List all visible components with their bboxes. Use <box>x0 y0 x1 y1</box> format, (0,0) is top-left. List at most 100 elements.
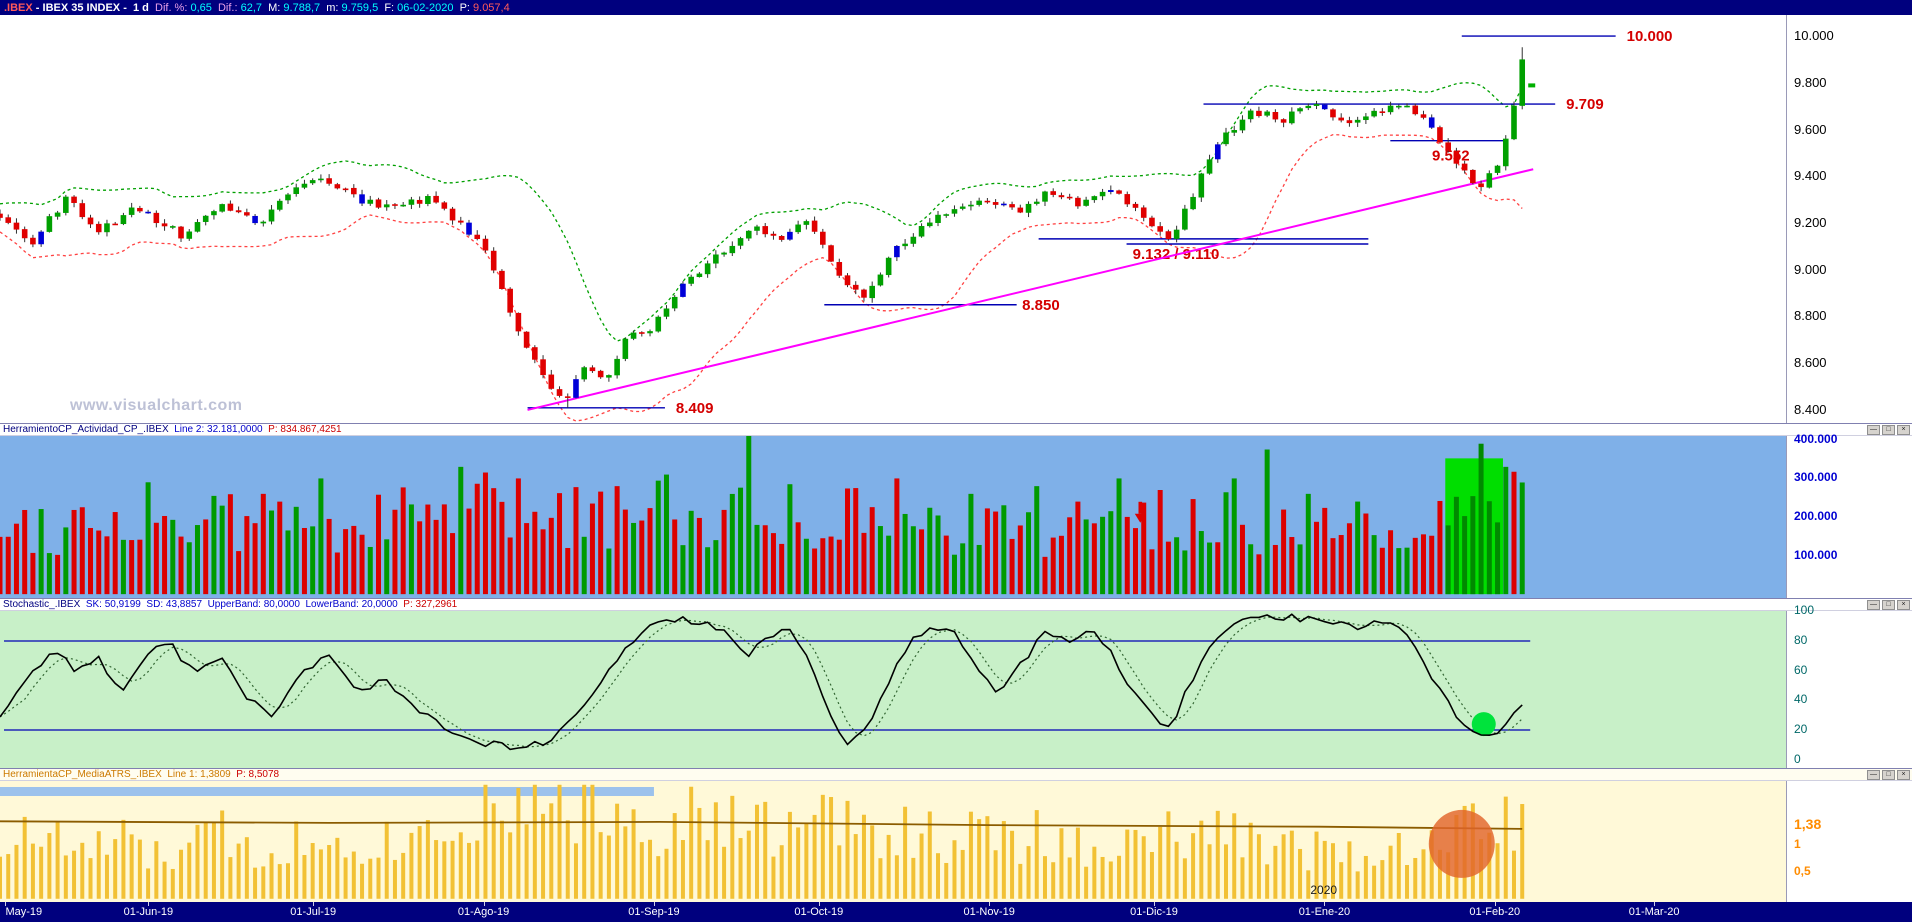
candlestick <box>1182 208 1188 230</box>
atr-bar <box>779 845 784 899</box>
volume-chart-canvas[interactable] <box>0 436 1786 598</box>
candlestick <box>811 220 818 232</box>
volume-bar <box>260 493 266 595</box>
atr-bar <box>1075 827 1080 899</box>
volume-bar <box>581 536 587 595</box>
close-button[interactable]: × <box>1897 599 1910 610</box>
atr-bar <box>861 814 866 899</box>
atr-bar <box>499 820 504 899</box>
minimize-button[interactable]: — <box>1867 424 1880 435</box>
volume-bar <box>960 543 966 595</box>
volume-bar <box>1388 530 1394 595</box>
time-axis-label: 01-Oct-19 <box>794 906 844 918</box>
volume-bar <box>194 525 200 595</box>
volume-bar <box>1355 501 1361 595</box>
volume-bar <box>326 518 332 595</box>
atr-highlight-marker[interactable] <box>1428 809 1495 878</box>
axis-stoch-label: 0 <box>1794 751 1801 766</box>
volume-bar <box>1001 505 1007 595</box>
time-axis-label: 01-Ene-20 <box>1298 906 1351 918</box>
volume-bar <box>713 540 719 595</box>
volume-bar <box>1264 449 1270 595</box>
stochastic-header-text: P: 327,2961 <box>397 599 458 610</box>
titlebar-segment: m: <box>320 1 342 14</box>
candlestick <box>1289 111 1295 124</box>
candlestick <box>30 237 36 245</box>
volume-bar <box>1091 523 1097 595</box>
volume-alert-arrow[interactable] <box>1138 501 1143 514</box>
atr-bar <box>88 858 93 899</box>
axis-volume-label: 400.000 <box>1794 431 1838 446</box>
atr-bar <box>573 843 578 899</box>
candlestick <box>1494 165 1501 173</box>
maximize-button[interactable]: □ <box>1882 424 1895 435</box>
volume-bar <box>334 552 340 595</box>
titlebar-segment: 1 d <box>129 1 155 14</box>
candlestick <box>499 270 505 289</box>
candlestick <box>556 389 563 396</box>
candlestick <box>1058 195 1065 198</box>
volume-bar <box>655 480 661 595</box>
volume-bar <box>1132 528 1138 595</box>
candlestick <box>976 200 982 205</box>
atr-bar <box>63 855 68 899</box>
axis-price-label: 9.400 <box>1794 168 1827 184</box>
atr-bar <box>878 858 883 899</box>
axis-price-label: 9.000 <box>1794 261 1827 277</box>
candlestick <box>79 203 86 218</box>
atr-bar <box>911 857 916 899</box>
candlestick <box>926 222 933 227</box>
candlestick <box>1042 191 1048 202</box>
atr-bar <box>812 814 817 899</box>
atr-highlight-bar[interactable] <box>0 787 654 796</box>
candlestick <box>885 257 892 276</box>
volume-bar <box>277 501 283 595</box>
stochastic-chart-canvas[interactable] <box>0 611 1786 768</box>
atr-chart-canvas[interactable] <box>0 781 1786 902</box>
atr-bar <box>1018 863 1023 899</box>
minimize-button[interactable]: — <box>1867 599 1880 610</box>
volume-bar <box>1379 547 1385 595</box>
candlestick <box>145 211 151 214</box>
atr-bar <box>1034 810 1039 899</box>
maximize-button[interactable]: □ <box>1882 769 1895 780</box>
minimize-button[interactable]: — <box>1867 769 1880 780</box>
volume-header-text: P: 834.867,4251 <box>262 424 342 435</box>
candlestick <box>968 204 974 207</box>
time-axis[interactable]: May-19 01-Jun-19 01-Jul-19 01-Ago-19 01-Sep-… <box>0 902 1912 922</box>
atr-average-line[interactable] <box>0 820 1523 830</box>
atr-bar <box>582 784 587 899</box>
volume-bar <box>886 535 892 595</box>
volume-bar <box>63 527 69 595</box>
atr-bar <box>1067 857 1072 899</box>
close-button[interactable]: × <box>1897 769 1910 780</box>
price-axis[interactable]: 10.000 9.800 9.600 9.400 9.200 9.000 8.800 8.60… <box>1786 15 1912 423</box>
atr-bar <box>870 825 875 899</box>
atr-bar <box>886 834 891 899</box>
candlestick <box>375 199 382 208</box>
atr-axis[interactable]: 1,38 1 0,5 <box>1786 781 1912 902</box>
volume-axis[interactable]: 400.000 300.000 200.000 100.000 <box>1786 432 1912 598</box>
close-button[interactable]: × <box>1897 424 1910 435</box>
trendline[interactable] <box>527 168 1534 411</box>
atr-bar <box>656 856 661 899</box>
volume-bar <box>877 526 883 595</box>
atr-bar <box>1059 828 1064 899</box>
volume-bar <box>688 510 694 595</box>
maximize-button[interactable]: □ <box>1882 599 1895 610</box>
atr-bar <box>1487 832 1492 899</box>
axis-volume-label: 100.000 <box>1794 547 1838 562</box>
volume-bar <box>1272 544 1278 595</box>
volume-bar <box>425 504 431 595</box>
stochastic-axis[interactable]: 100 80 60 40 20 0 <box>1786 603 1912 768</box>
atr-bar <box>0 856 2 899</box>
volume-bar <box>236 551 242 595</box>
volume-bar <box>1486 501 1492 595</box>
atr-bar <box>541 813 546 899</box>
stoch-signal-marker[interactable] <box>1471 712 1496 737</box>
atr-bar <box>1199 820 1204 899</box>
volume-bar <box>770 533 776 595</box>
candlestick <box>1198 173 1205 198</box>
volume-bar <box>252 523 258 595</box>
